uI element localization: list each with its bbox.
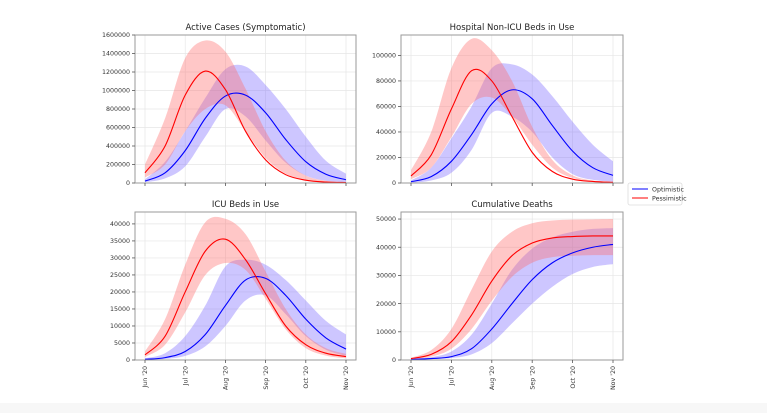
- band-pessimistic: [411, 38, 613, 183]
- y-tick-label: 20000: [110, 289, 130, 296]
- y-tick-label: 100000: [372, 53, 396, 60]
- y-tick-label: 30000: [376, 273, 396, 280]
- x-tick-label: Jun '20: [408, 366, 415, 389]
- panel-title: Cumulative Deaths: [471, 200, 553, 210]
- y-tick-label: 15000: [110, 306, 130, 313]
- plot-area: [401, 212, 623, 360]
- y-tick-label: 40000: [376, 129, 396, 136]
- band-optimistic: [145, 259, 346, 360]
- line-optimistic: [410, 89, 614, 183]
- y-tick-label: 20000: [376, 155, 396, 162]
- panel-hospital-non-icu-beds-in-use: 0 20000 40000 60000 80000 100000 Hospital Non-…: [372, 23, 624, 187]
- band-optimistic: [411, 63, 613, 183]
- line-pessimistic: [410, 68, 614, 183]
- x-tick-label: Jun '20: [142, 366, 149, 389]
- band-pessimistic: [411, 219, 613, 360]
- y-tick-label: 1400000: [102, 51, 130, 58]
- y-tick-label: 1000000: [102, 88, 130, 95]
- y-tick-label: 5000: [114, 340, 130, 347]
- line-pessimistic: [144, 238, 347, 358]
- x-tick-label: Oct '20: [570, 366, 577, 389]
- y-tick-label: 20000: [376, 301, 396, 308]
- y-tick-label: 200000: [106, 162, 130, 169]
- y-tick-label: 400000: [106, 143, 130, 150]
- x-tick-label: Jul '20: [182, 366, 189, 386]
- band-optimistic: [145, 64, 346, 183]
- legend-label-optimistic: Optimistic: [652, 187, 685, 194]
- band-optimistic: [411, 228, 613, 360]
- y-tick-label: 800000: [106, 106, 130, 113]
- panel-active-cases-symptomatic: 0 200000 400000 600000 800000 1000000 1200000 1…: [102, 23, 357, 187]
- y-tick-label: 1600000: [102, 32, 130, 39]
- plot-area: [135, 212, 356, 360]
- line-optimistic: [410, 243, 614, 360]
- panel-title: Active Cases (Symptomatic): [185, 23, 305, 33]
- axes-frame: [134, 211, 357, 361]
- y-tick-label: 35000: [110, 238, 130, 245]
- axes-frame: [400, 211, 624, 361]
- x-tick-label: Nov '20: [610, 366, 617, 390]
- y-tick-label: 40000: [110, 221, 130, 228]
- x-tick-label: Aug '20: [489, 366, 496, 390]
- panel-cumulative-deaths: 0 10000 20000 30000 40000 50000 Jun '20 Jul '20…: [376, 200, 624, 390]
- y-tick-label: 0: [126, 357, 130, 364]
- bottom-band: [0, 403, 767, 413]
- y-tick-label: 25000: [110, 272, 130, 279]
- x-tick-label: Nov '20: [343, 366, 350, 390]
- x-tick-label: Sep '20: [263, 366, 270, 390]
- band-pessimistic: [145, 216, 346, 359]
- y-tick-label: 10000: [376, 329, 396, 336]
- y-tick-label: 0: [392, 180, 396, 187]
- panel-title: ICU Beds in Use: [212, 200, 279, 210]
- line-optimistic: [144, 275, 347, 360]
- y-tick-label: 60000: [376, 104, 396, 111]
- line-pessimistic: [410, 235, 614, 360]
- x-tick-label: Aug '20: [223, 366, 230, 390]
- y-tick-label: 30000: [110, 255, 130, 262]
- axes-frame: [400, 34, 624, 184]
- y-tick-label: 80000: [376, 78, 396, 85]
- x-tick-label: Sep '20: [529, 366, 536, 390]
- line-pessimistic: [144, 70, 347, 183]
- y-tick-label: 40000: [376, 244, 396, 251]
- x-tick-label: Oct '20: [303, 366, 310, 389]
- band-pessimistic: [145, 40, 346, 183]
- plot-area: [401, 35, 623, 183]
- y-tick-label: 600000: [106, 125, 130, 132]
- line-optimistic: [144, 92, 347, 182]
- y-tick-label: 0: [392, 357, 396, 364]
- x-tick-label: Jul '20: [449, 366, 456, 386]
- panel-icu-beds-in-use: 0 5000 10000 15000 20000 25000 30000 35000 40000…: [110, 200, 357, 390]
- legend-label-pessimistic: Pessimistic: [652, 196, 687, 203]
- y-tick-label: 50000: [376, 216, 396, 223]
- y-tick-label: 0: [126, 180, 130, 187]
- y-tick-label: 10000: [110, 323, 130, 330]
- y-tick-label: 1200000: [102, 69, 130, 76]
- panel-title: Hospital Non-ICU Beds in Use: [450, 23, 575, 33]
- legend: Optimistic Pessimistic: [627, 182, 687, 206]
